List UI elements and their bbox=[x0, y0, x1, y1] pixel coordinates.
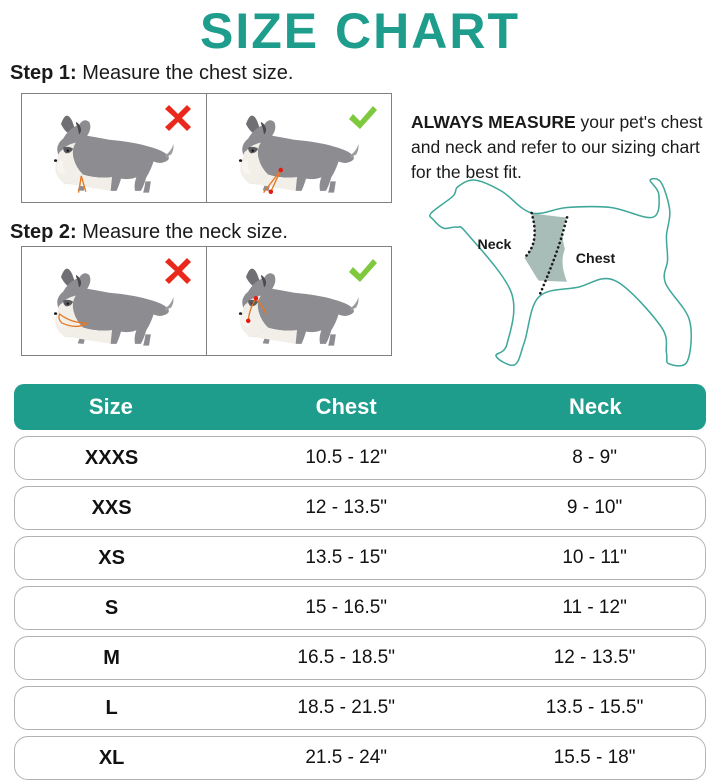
svg-text:Neck: Neck bbox=[478, 237, 512, 253]
svg-text:Chest: Chest bbox=[576, 251, 616, 267]
